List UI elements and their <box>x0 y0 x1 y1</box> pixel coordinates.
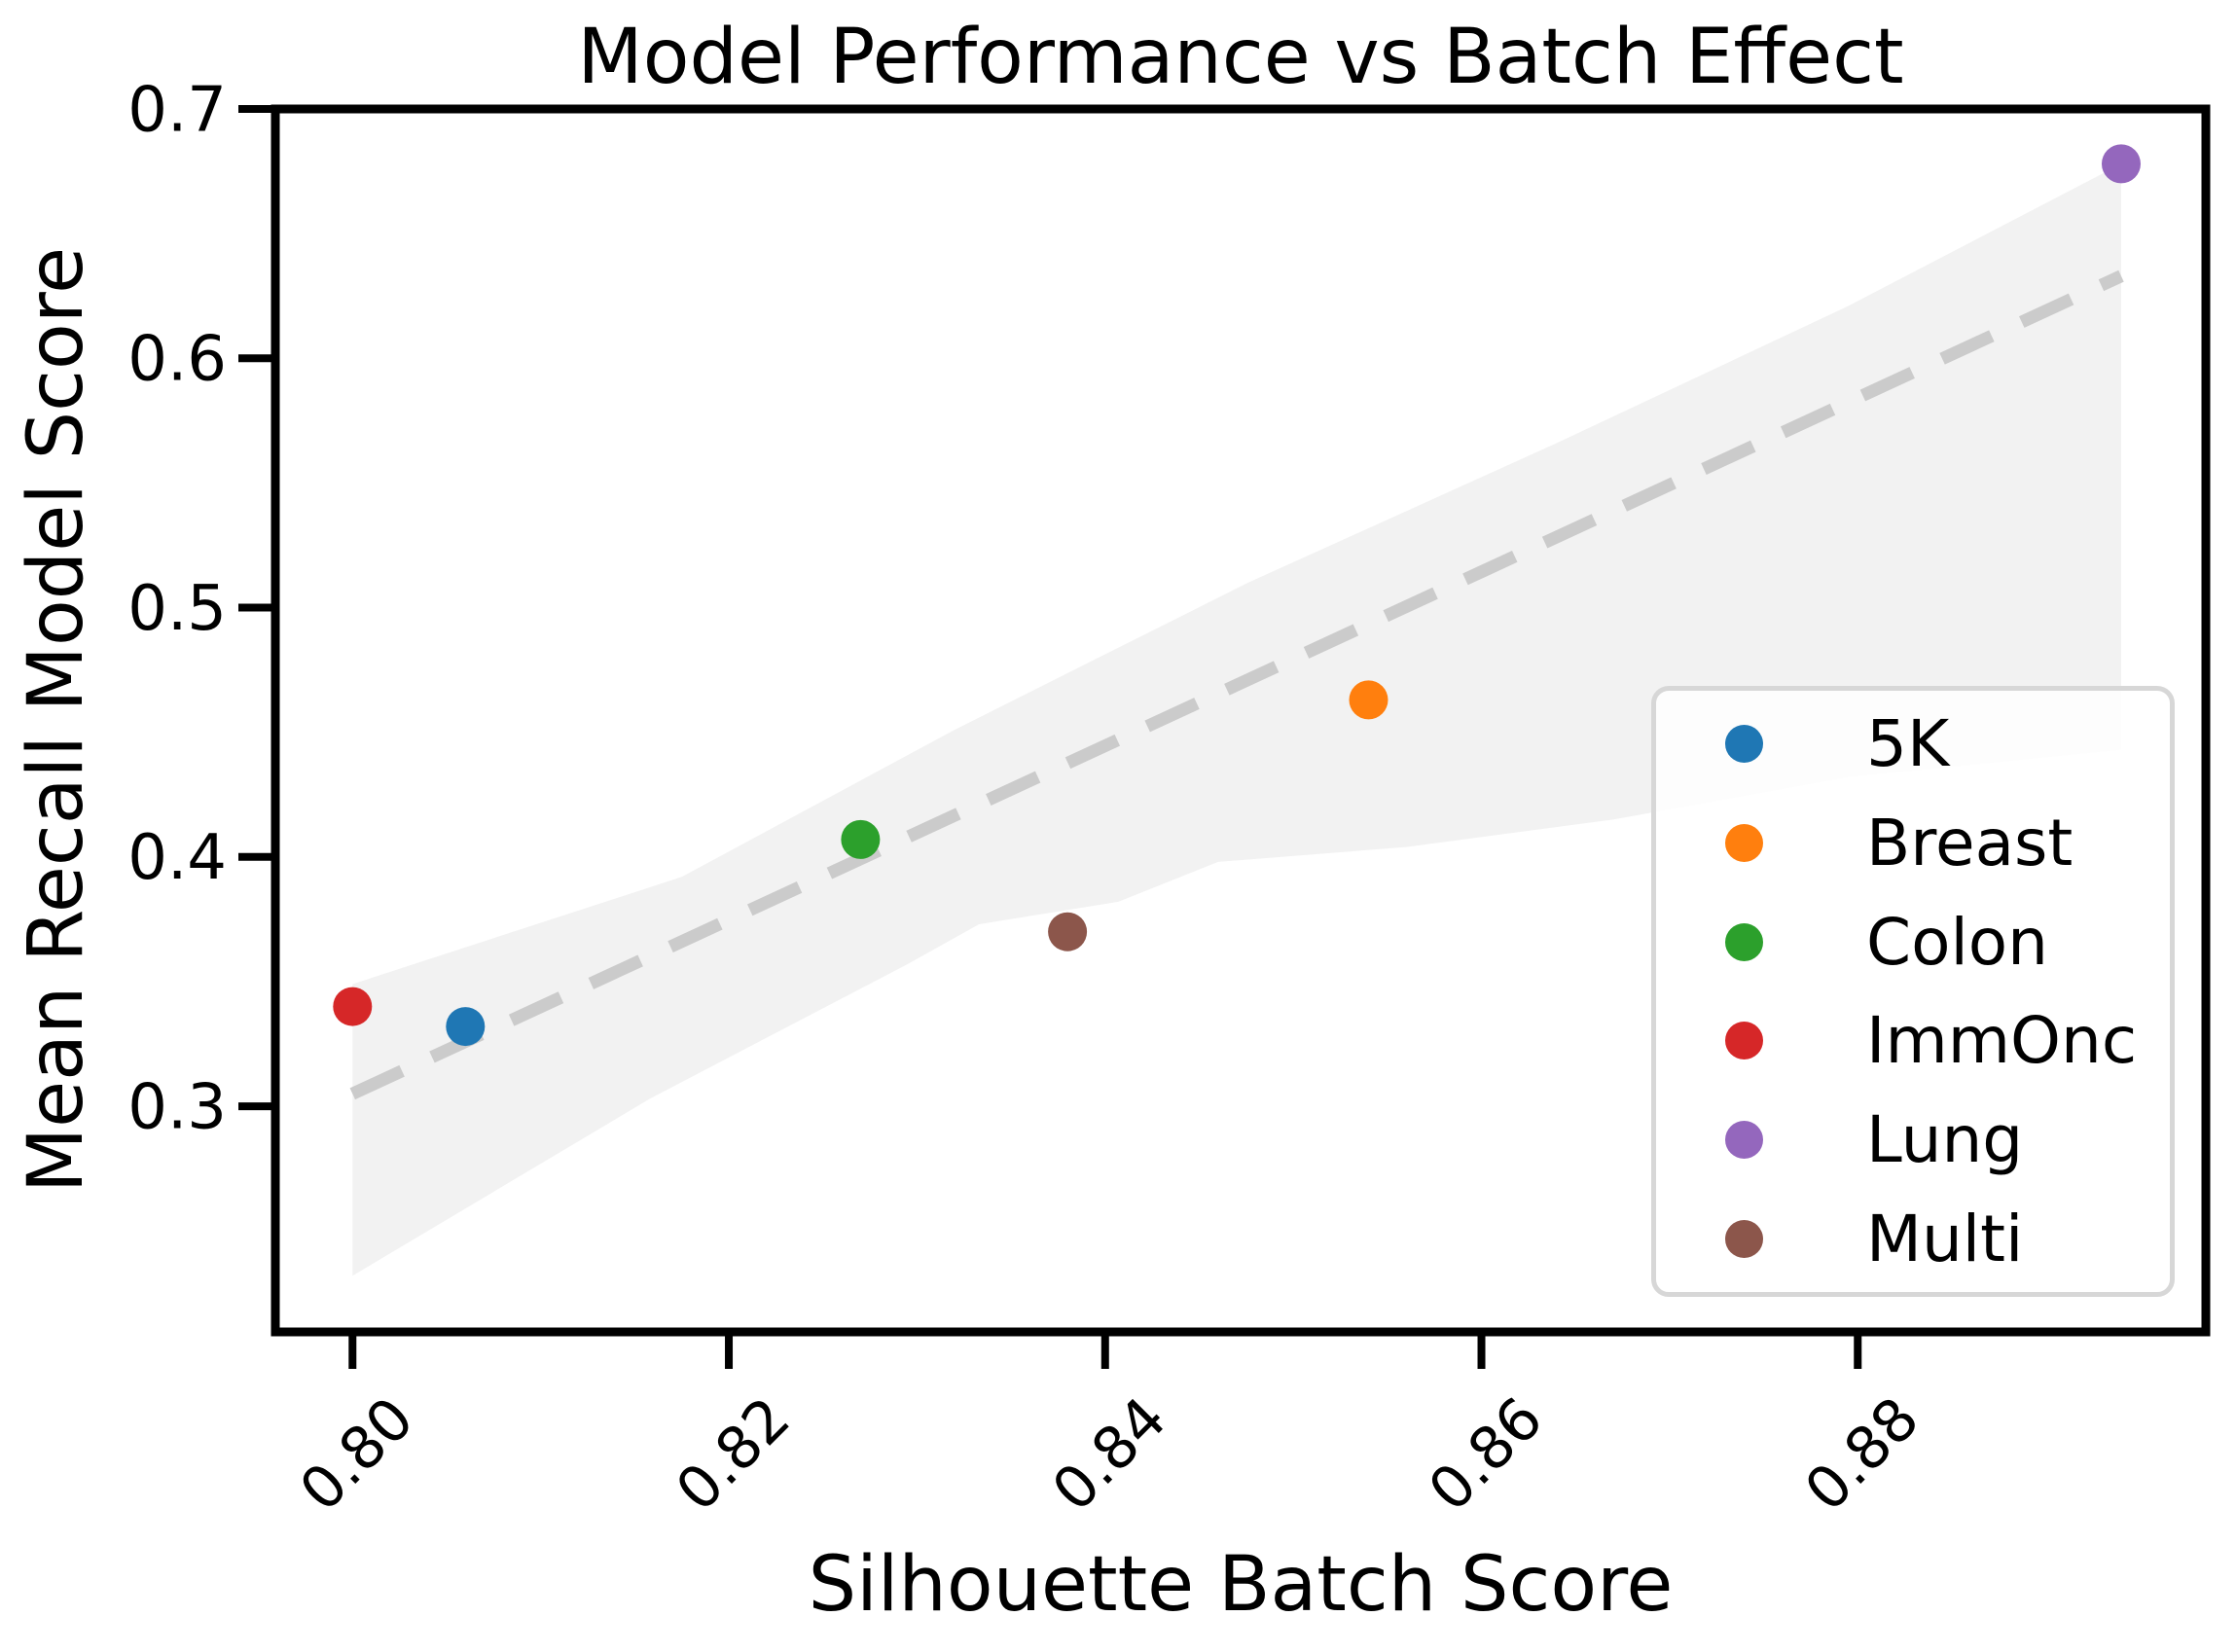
scatter-point-multi <box>1048 912 1088 952</box>
legend-item-colon: Colon <box>1656 892 2170 991</box>
legend-item-breast: Breast <box>1656 794 2170 893</box>
y-tick-label: 0.3 <box>127 1071 227 1143</box>
legend-box: 5K Breast Colon ImmOnc Lung Multi <box>1651 686 2175 1297</box>
legend-marker-breast <box>1725 824 1763 862</box>
confidence-band <box>352 163 2121 1276</box>
x-tick-label: 0.88 <box>1792 1384 1932 1525</box>
x-tick-label: 0.86 <box>1416 1384 1556 1525</box>
scatter-point-breast <box>1349 680 1388 720</box>
y-tick-label: 0.5 <box>127 573 227 645</box>
legend-label-lung: Lung <box>1866 1102 2024 1178</box>
chart-title: Model Performance vs Batch Effect <box>577 14 1904 101</box>
legend-label-immonc: ImmOnc <box>1866 1003 2138 1079</box>
trend-line <box>349 269 2124 1100</box>
x-tick-label: 0.84 <box>1039 1384 1179 1525</box>
scatter-point-5k <box>446 1007 486 1047</box>
legend-label-multi: Multi <box>1866 1201 2024 1276</box>
x-tick-label: 0.82 <box>664 1384 804 1525</box>
legend-marker-5k <box>1725 725 1763 764</box>
legend-label-colon: Colon <box>1866 904 2049 980</box>
legend-item-lung: Lung <box>1656 1091 2170 1190</box>
legend-item-5k: 5K <box>1656 695 2170 794</box>
legend-marker-multi <box>1725 1219 1763 1258</box>
legend-item-multi: Multi <box>1656 1189 2170 1288</box>
y-tick-label: 0.7 <box>127 74 227 146</box>
axes-spines <box>270 104 2211 1337</box>
legend-marker-colon <box>1725 922 1763 961</box>
legend-marker-immonc <box>1725 1022 1763 1060</box>
scatter-point-colon <box>841 819 881 859</box>
legend-item-immonc: ImmOnc <box>1656 991 2170 1091</box>
legend-marker-lung <box>1725 1121 1763 1160</box>
legend-label-5k: 5K <box>1866 706 1950 782</box>
y-tick-label: 0.4 <box>127 822 227 894</box>
x-axis-label: Silhouette Batch Score <box>808 1541 1674 1629</box>
y-tick-label: 0.6 <box>127 324 227 396</box>
x-tick-label: 0.80 <box>287 1384 427 1525</box>
y-axis-label: Mean Recall Model Score <box>13 246 100 1194</box>
scatter-point-lung <box>2101 144 2141 184</box>
legend-label-breast: Breast <box>1866 806 2074 880</box>
scatter-point-immonc <box>333 987 373 1026</box>
